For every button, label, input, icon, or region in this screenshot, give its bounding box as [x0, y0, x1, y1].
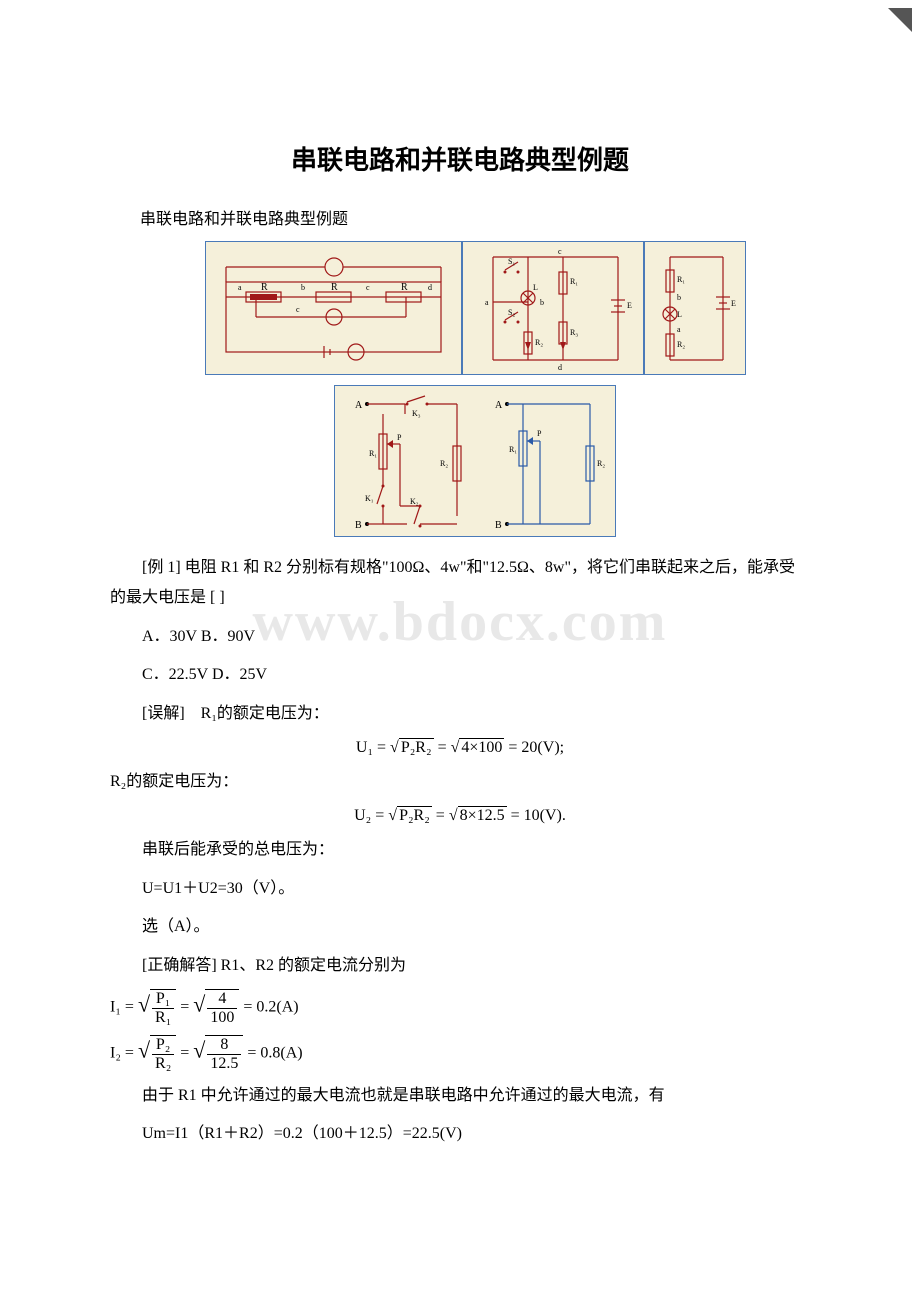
- correct-final: Um=I1（R1＋R2）=0.2（100＋12.5）=22.5(V): [110, 1119, 810, 1149]
- circuit-2-svg: S₁ L R₁ S₂ R₂ R₃ E a b c d: [463, 242, 643, 374]
- page-title: 串联电路和并联电路典型例题: [110, 140, 810, 177]
- svg-text:R₁: R₁: [509, 445, 517, 454]
- wrong-formula-1: U₁ = √P₂R₂ = √4×100 = 20(V);: [110, 739, 810, 757]
- correct-intro: [正确解答] R1、R2 的额定电流分别为: [110, 951, 810, 981]
- options-line1: A．30V B．90V: [110, 622, 810, 652]
- correct-i1: I₁ = √P₁R₁ = √4100 = 0.2(A): [110, 989, 810, 1027]
- option-d: D．25V: [212, 666, 267, 683]
- figure-row-1: a R b R c R d c: [110, 241, 810, 375]
- svg-text:R₁: R₁: [570, 277, 578, 286]
- svg-text:B: B: [355, 520, 362, 531]
- circuit-1-svg: a R b R c R d c: [206, 242, 461, 374]
- svg-text:b: b: [540, 298, 544, 307]
- svg-text:P: P: [537, 429, 542, 438]
- figure-2: S₁ L R₁ S₂ R₂ R₃ E a b c d: [462, 241, 644, 375]
- svg-text:K₃: K₃: [412, 409, 421, 418]
- svg-text:L: L: [677, 310, 682, 319]
- svg-text:S₂: S₂: [508, 308, 515, 317]
- svg-text:E: E: [627, 301, 632, 310]
- svg-text:E: E: [731, 299, 736, 308]
- wrong-r2-label: R₂的额定电压为：: [110, 767, 810, 797]
- option-c: C．22.5V: [142, 666, 208, 683]
- svg-text:R₁: R₁: [677, 275, 685, 284]
- svg-text:B: B: [495, 520, 502, 531]
- svg-text:L: L: [533, 283, 538, 292]
- svg-text:K₂: K₂: [410, 497, 419, 506]
- svg-text:R₂: R₂: [597, 459, 605, 468]
- page-subtitle: 串联电路和并联电路典型例题: [110, 205, 810, 229]
- figure-3: R₁ b L a R₂ E: [644, 241, 746, 375]
- svg-text:c: c: [296, 305, 300, 314]
- wrong-sum-label: 串联后能承受的总电压为：: [110, 835, 810, 865]
- option-a: A．30V: [142, 628, 197, 645]
- svg-text:a: a: [485, 298, 489, 307]
- svg-text:R₂: R₂: [677, 340, 685, 349]
- svg-text:A: A: [495, 400, 503, 411]
- figure-1: a R b R c R d c: [205, 241, 462, 375]
- svg-text:d: d: [428, 283, 432, 292]
- circuit-4-svg: A K₃ R₁ P K₁: [335, 386, 615, 536]
- svg-text:R: R: [261, 282, 268, 293]
- svg-text:R: R: [401, 282, 408, 293]
- svg-text:P: P: [397, 433, 402, 442]
- wrong-intro: [误解] R₁的额定电压为：: [110, 699, 810, 729]
- figure-4: A K₃ R₁ P K₁: [334, 385, 616, 537]
- svg-text:c: c: [558, 247, 562, 256]
- svg-text:b: b: [301, 283, 305, 292]
- page-content: 串联电路和并联电路典型例题 串联电路和并联电路典型例题: [0, 0, 920, 1218]
- wrong-formula-2: U₂ = √P₂R₂ = √8×12.5 = 10(V).: [110, 807, 810, 825]
- circuit-3-svg: R₁ b L a R₂ E: [645, 242, 745, 374]
- options-line2: C．22.5V D．25V: [110, 660, 810, 690]
- wrong-sum-formula: U=U1＋U2=30（V）。: [110, 874, 810, 904]
- svg-text:A: A: [355, 400, 363, 411]
- example1-text: [例 1] 电阻 R1 和 R2 分别标有规格"100Ω、4w"和"12.5Ω、…: [110, 553, 810, 614]
- svg-text:R₁: R₁: [369, 449, 377, 458]
- figure-row-2: A K₃ R₁ P K₁: [110, 385, 810, 537]
- svg-text:a: a: [238, 283, 242, 292]
- svg-text:S₁: S₁: [508, 257, 515, 266]
- svg-text:d: d: [558, 363, 562, 372]
- svg-text:c: c: [366, 283, 370, 292]
- option-b: B．90V: [201, 628, 255, 645]
- wrong-choose: 选（A）。: [110, 912, 810, 942]
- svg-text:R₂: R₂: [440, 459, 448, 468]
- svg-text:R: R: [331, 282, 338, 293]
- correct-explain: 由于 R1 中允许通过的最大电流也就是串联电路中允许通过的最大电流，有: [110, 1081, 810, 1111]
- correct-i2: I₂ = √P₂R₂ = √812.5 = 0.8(A): [110, 1035, 810, 1073]
- svg-text:K₁: K₁: [365, 494, 374, 503]
- svg-text:R₂: R₂: [535, 338, 543, 347]
- svg-text:a: a: [677, 325, 681, 334]
- svg-text:R₃: R₃: [570, 328, 578, 337]
- svg-text:b: b: [677, 293, 681, 302]
